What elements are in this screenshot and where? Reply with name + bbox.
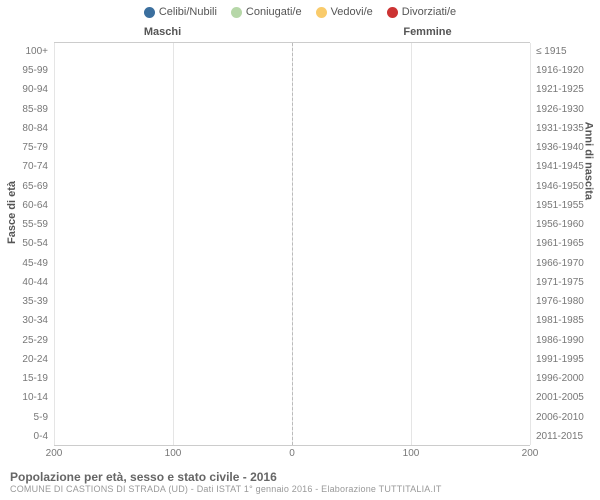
legend-label: Divorziati/e <box>402 6 456 18</box>
x-tick-label: 100 <box>403 448 420 459</box>
grid-line <box>530 43 531 445</box>
pyramid-row <box>54 255 530 274</box>
y-label-age: 50-54 <box>0 234 48 253</box>
x-tick-label: 100 <box>165 448 182 459</box>
y-label-birth: 1991-1995 <box>536 350 600 369</box>
x-tick-label: 0 <box>289 448 295 459</box>
y-label-age: 0-4 <box>0 427 48 446</box>
y-label-birth: 1961-1965 <box>536 234 600 253</box>
x-tick-label: 200 <box>46 448 63 459</box>
header-female: Femmine <box>295 26 600 38</box>
y-label-age: 10-14 <box>0 388 48 407</box>
pyramid-row <box>54 428 530 447</box>
legend-item: Celibi/Nubili <box>144 6 217 18</box>
pyramid-row <box>54 409 530 428</box>
y-label-age: 90-94 <box>0 80 48 99</box>
legend-swatch <box>316 7 327 18</box>
gender-headers: Maschi Femmine <box>0 26 600 38</box>
pyramid-row <box>54 351 530 370</box>
y-label-age: 75-79 <box>0 138 48 157</box>
legend-item: Coniugati/e <box>231 6 302 18</box>
y-label-birth: 2011-2015 <box>536 427 600 446</box>
legend-item: Vedovi/e <box>316 6 373 18</box>
y-label-age: 100+ <box>0 42 48 61</box>
y-axis-left: 100+95-9990-9485-8980-8475-7970-7465-696… <box>0 42 52 446</box>
pyramid-row <box>54 81 530 100</box>
y-label-age: 80-84 <box>0 119 48 138</box>
y-label-age: 40-44 <box>0 273 48 292</box>
pyramid-row <box>54 139 530 158</box>
y-label-age: 45-49 <box>0 254 48 273</box>
legend-label: Vedovi/e <box>331 6 373 18</box>
y-label-age: 70-74 <box>0 157 48 176</box>
legend: Celibi/Nubili Coniugati/e Vedovi/e Divorzia… <box>0 0 600 20</box>
pyramid-row <box>54 293 530 312</box>
y-label-birth: 2001-2005 <box>536 388 600 407</box>
y-label-birth: 2006-2010 <box>536 408 600 427</box>
y-label-age: 60-64 <box>0 196 48 215</box>
y-label-birth: 1976-1980 <box>536 292 600 311</box>
y-label-birth: 1966-1970 <box>536 254 600 273</box>
legend-item: Divorziati/e <box>387 6 456 18</box>
pyramid-row <box>54 370 530 389</box>
y-label-age: 25-29 <box>0 331 48 350</box>
footer: Popolazione per età, sesso e stato civil… <box>10 470 590 494</box>
y-label-age: 35-39 <box>0 292 48 311</box>
y-label-birth: ≤ 1915 <box>536 42 600 61</box>
y-label-age: 30-34 <box>0 311 48 330</box>
y-label-birth: 1926-1930 <box>536 100 600 119</box>
pyramid-row <box>54 389 530 408</box>
y-label-age: 15-19 <box>0 369 48 388</box>
legend-swatch <box>144 7 155 18</box>
y-label-age: 85-89 <box>0 100 48 119</box>
y-label-birth: 1946-1950 <box>536 177 600 196</box>
pyramid-row <box>54 178 530 197</box>
footer-title: Popolazione per età, sesso e stato civil… <box>10 470 590 484</box>
header-male: Maschi <box>0 26 295 38</box>
pyramid-row <box>54 62 530 81</box>
y-label-age: 65-69 <box>0 177 48 196</box>
y-label-age: 5-9 <box>0 408 48 427</box>
y-label-birth: 1996-2000 <box>536 369 600 388</box>
y-label-birth: 1951-1955 <box>536 196 600 215</box>
legend-label: Coniugati/e <box>246 6 302 18</box>
pyramid-row <box>54 235 530 254</box>
pyramid-row <box>54 120 530 139</box>
y-label-birth: 1956-1960 <box>536 215 600 234</box>
y-label-birth: 1981-1985 <box>536 311 600 330</box>
y-label-birth: 1971-1975 <box>536 273 600 292</box>
x-tick-label: 200 <box>522 448 539 459</box>
y-label-age: 95-99 <box>0 61 48 80</box>
pyramid-row <box>54 274 530 293</box>
y-label-birth: 1986-1990 <box>536 331 600 350</box>
y-label-age: 55-59 <box>0 215 48 234</box>
pyramid-row <box>54 312 530 331</box>
footer-subtitle: COMUNE DI CASTIONS DI STRADA (UD) - Dati… <box>10 484 590 494</box>
legend-label: Celibi/Nubili <box>159 6 217 18</box>
y-label-birth: 1931-1935 <box>536 119 600 138</box>
y-label-birth: 1936-1940 <box>536 138 600 157</box>
pyramid-chart <box>54 42 530 446</box>
pyramid-row <box>54 43 530 62</box>
y-label-birth: 1921-1925 <box>536 80 600 99</box>
legend-swatch <box>387 7 398 18</box>
pyramid-row <box>54 197 530 216</box>
pyramid-row <box>54 216 530 235</box>
legend-swatch <box>231 7 242 18</box>
x-axis: 2001000100200 <box>54 446 530 462</box>
y-label-birth: 1941-1945 <box>536 157 600 176</box>
y-label-age: 20-24 <box>0 350 48 369</box>
pyramid-row <box>54 158 530 177</box>
y-label-birth: 1916-1920 <box>536 61 600 80</box>
pyramid-row <box>54 332 530 351</box>
y-axis-right: ≤ 19151916-19201921-19251926-19301931-19… <box>532 42 600 446</box>
pyramid-row <box>54 101 530 120</box>
